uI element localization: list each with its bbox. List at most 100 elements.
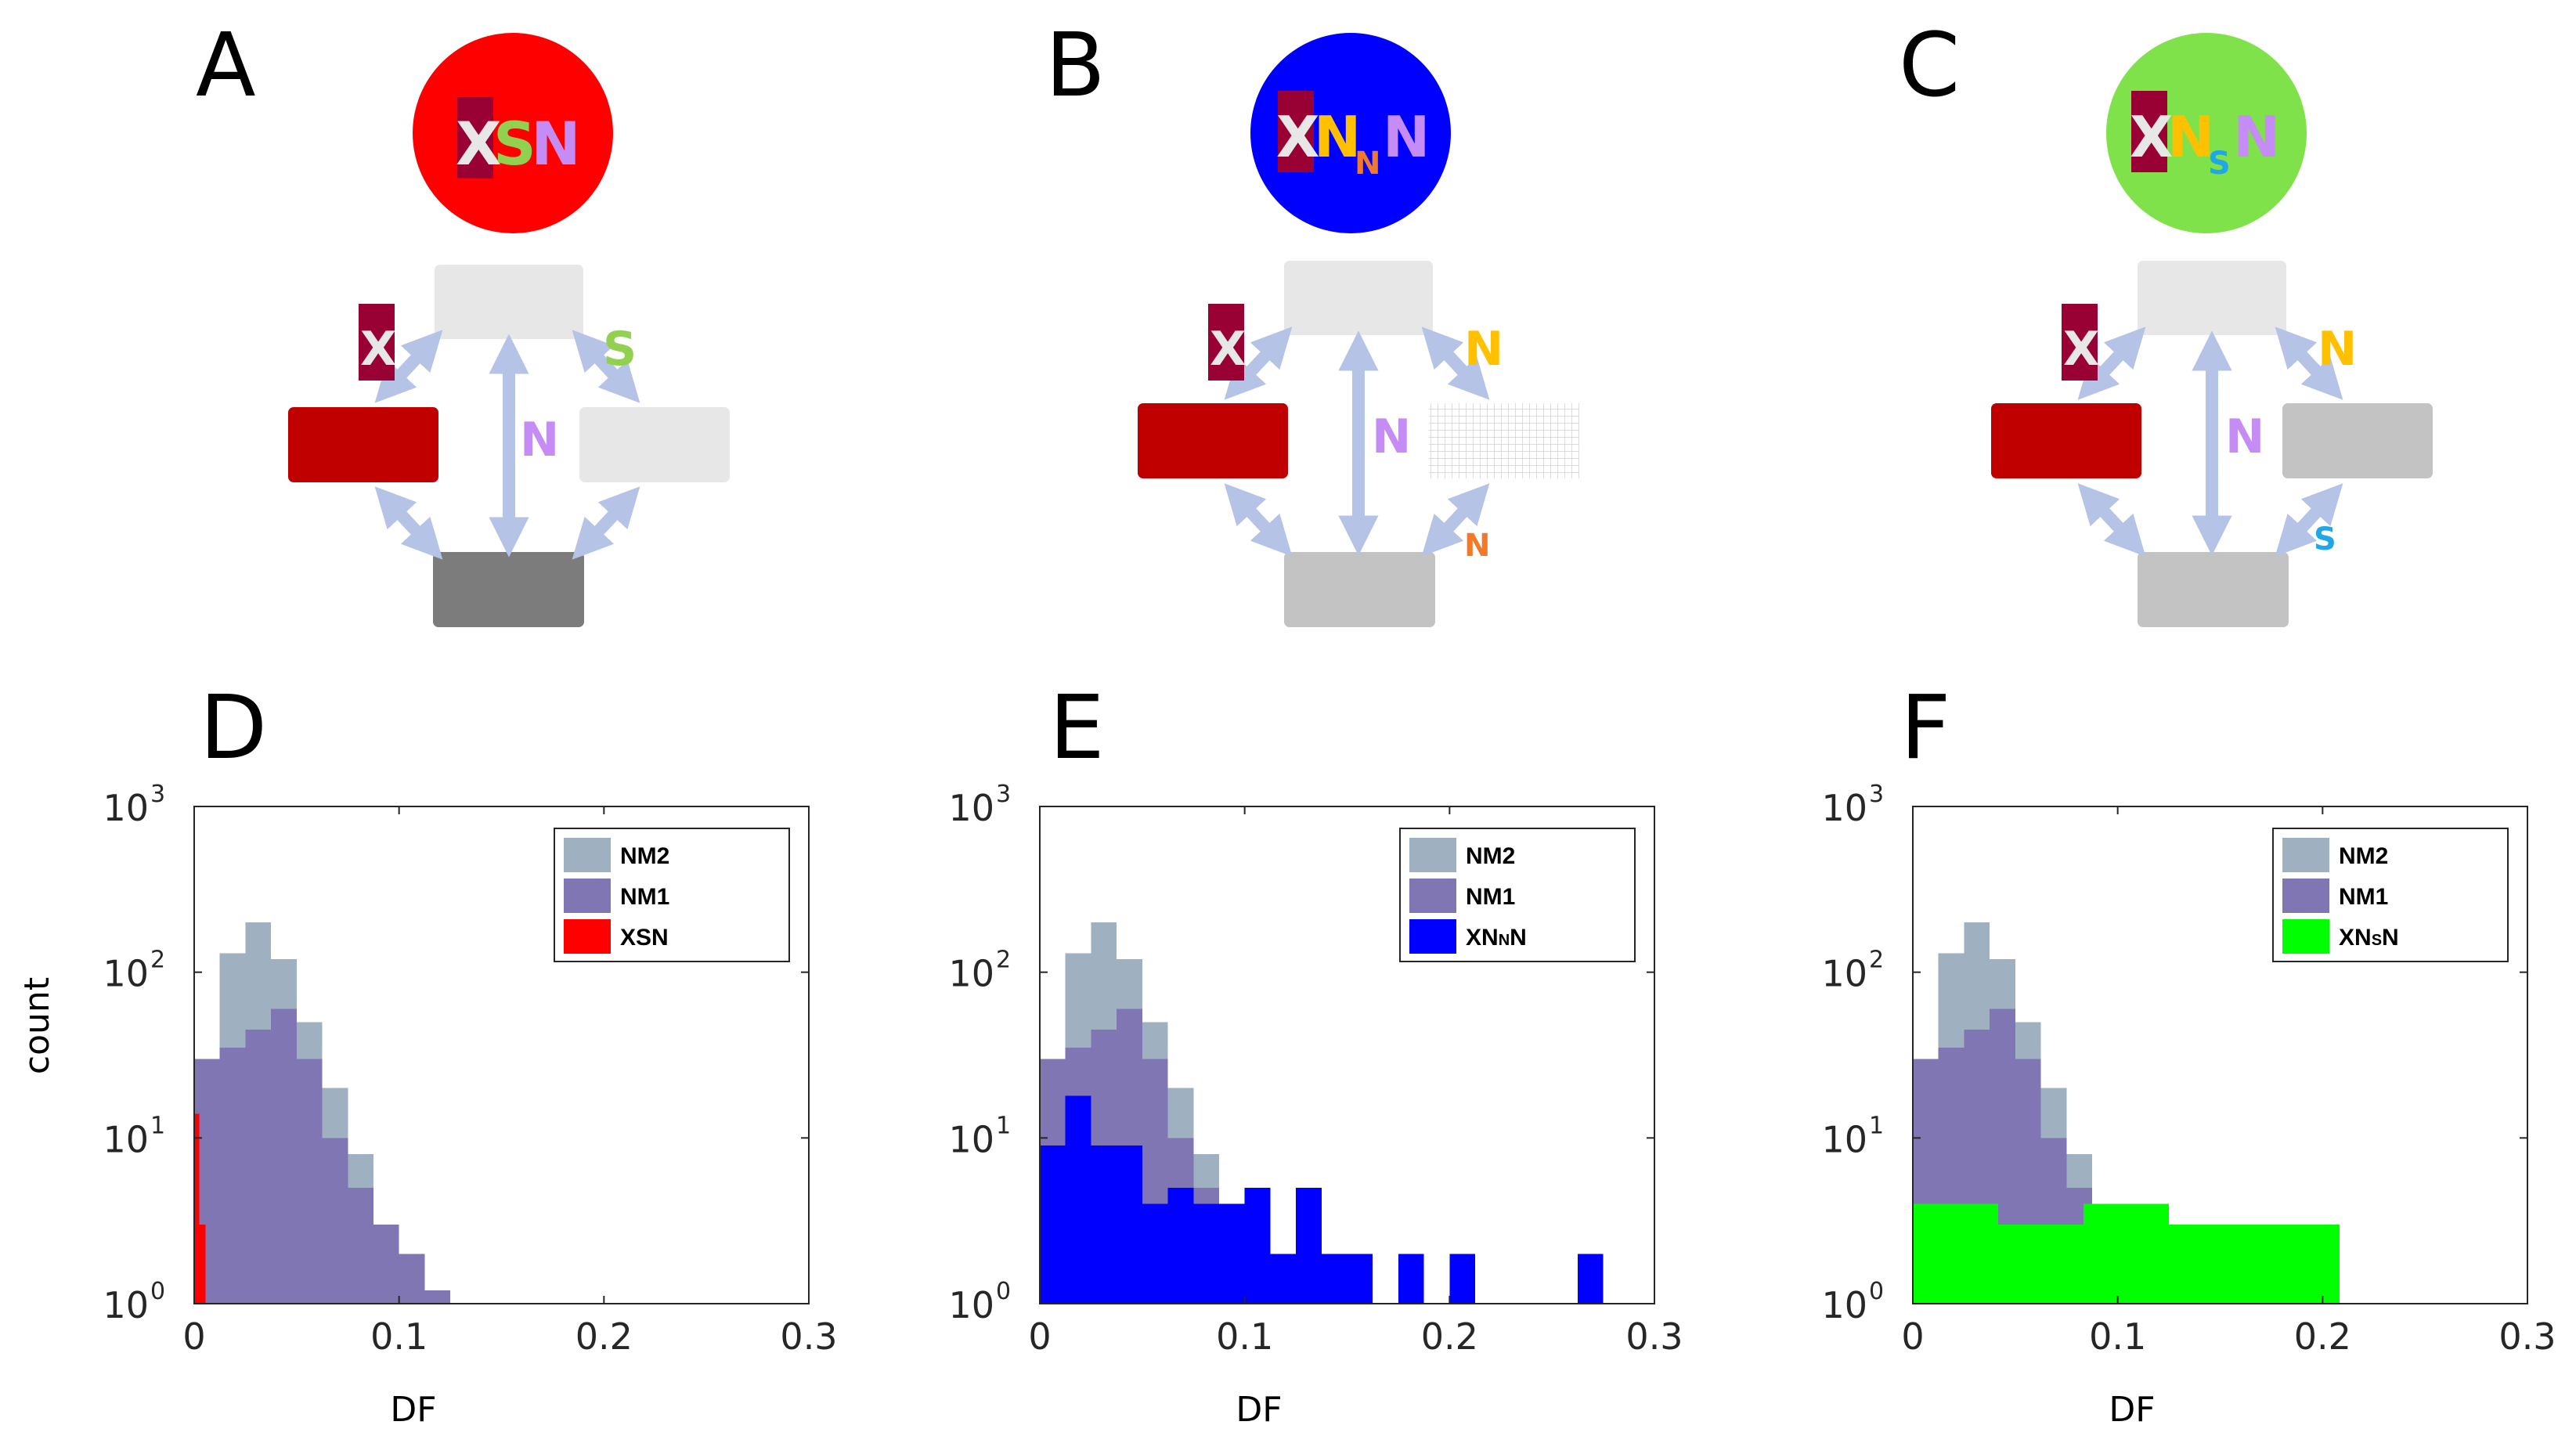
x-label-box: [2062, 304, 2098, 381]
arrow-top-left: [2077, 327, 2146, 400]
circle-letter-n1: N: [1314, 104, 1361, 170]
node-bottom: [2138, 552, 2289, 627]
transition-label-x: X: [2063, 322, 2099, 377]
legend-swatch-nm1: [1409, 879, 1456, 913]
transition-label-x: X: [360, 322, 396, 377]
y-tick-label-exp: 2: [1869, 947, 1884, 974]
legend-swatch-xnsn: [2282, 919, 2329, 954]
arrow-right-bottom: [2275, 483, 2343, 557]
bar: [2169, 1225, 2340, 1304]
panel-a: A X S N X S N: [196, 15, 730, 627]
panel-letter-d: D: [200, 677, 267, 779]
x-axis-title: DF: [1236, 1390, 1282, 1430]
bar: [348, 1188, 373, 1304]
y-tick-label-exp: 1: [1869, 1112, 1884, 1139]
node-left: [1138, 403, 1288, 478]
y-tick-label-exp: 3: [1869, 781, 1884, 808]
y-tick-label-base: 10: [1821, 1118, 1867, 1160]
legend-swatch-xsn: [564, 919, 611, 954]
state-circle-xnnn: [1250, 33, 1451, 233]
legend-label-nm1: NM1: [1466, 884, 1515, 910]
x-label-box: [359, 304, 395, 381]
legend-label-xsn: XSN: [620, 925, 669, 951]
x-label-box: [1208, 304, 1244, 381]
node-right: [2282, 403, 2433, 478]
arrow-top-right: [572, 330, 640, 403]
bar: [1040, 1146, 1066, 1304]
bar: [296, 1059, 323, 1304]
legend-swatch-nm1: [2282, 879, 2329, 913]
legend-label-xnnn: XNNN: [1466, 925, 1527, 951]
x-tick-label: 0.3: [1625, 1315, 1683, 1358]
bar: [1218, 1203, 1245, 1304]
x-tick-label: 0: [182, 1315, 205, 1358]
bar: [245, 1030, 272, 1304]
bar: [1091, 1146, 1117, 1304]
legend: NM2 NM1 XNNN: [1399, 828, 1636, 962]
y-tick-label-base: 10: [1821, 953, 1867, 995]
arrow-left-bottom: [2077, 483, 2146, 557]
bar: [399, 1254, 425, 1304]
node-bottom: [1284, 552, 1435, 627]
legend-label-nm1: NM1: [620, 884, 669, 910]
x-tick-label: 0.2: [2294, 1315, 2351, 1358]
y-tick-label-base: 10: [948, 1118, 994, 1160]
bar: [1398, 1254, 1424, 1304]
node-right-grid: [1429, 403, 1579, 478]
series-xnsn: [1913, 1203, 2340, 1304]
bar: [1296, 1188, 1322, 1304]
legend-swatch-nm2: [1409, 838, 1456, 872]
transition-label-x: X: [1210, 322, 1246, 377]
circle-letter-x: X: [1276, 104, 1320, 170]
panel-letter-a: A: [196, 15, 256, 117]
x-tick-label: 0.1: [1216, 1315, 1273, 1358]
y-tick-label-base: 10: [103, 1284, 149, 1326]
bar: [1347, 1254, 1373, 1304]
transition-label-n-center: N: [2225, 410, 2264, 464]
transition-label-n-center: N: [1372, 410, 1411, 464]
circle-letter-x: X: [456, 109, 502, 179]
legend-swatch-nm2: [2282, 838, 2329, 872]
y-tick-label-exp: 3: [996, 781, 1011, 808]
x-tick-label: 0: [1901, 1315, 1924, 1358]
y-tick-label-exp: 0: [150, 1278, 165, 1305]
panel-letter-b: B: [1045, 15, 1106, 117]
circle-x-highlight: [1278, 91, 1314, 172]
legend-label-nm2: NM2: [2339, 843, 2388, 869]
legend-label-xnsn: XNSN: [2339, 925, 2399, 951]
bar: [1270, 1254, 1297, 1304]
bar: [219, 1048, 246, 1304]
bar: [322, 1138, 348, 1304]
panel-c: C X N S N X N N S: [1899, 15, 2433, 627]
transition-arrows: [374, 330, 640, 560]
arrow-left-bottom: [1224, 483, 1293, 557]
panel-letter-c: C: [1899, 15, 1960, 117]
transition-arrows: [1224, 327, 1490, 557]
legend: NM2 NM1 XSN: [554, 828, 790, 962]
bar: [373, 1225, 399, 1304]
circle-letter-n1: N: [2167, 104, 2214, 170]
y-tick-label-exp: 1: [150, 1112, 165, 1139]
legend-label-nm2: NM2: [620, 843, 669, 869]
y-tick-label-exp: 1: [996, 1112, 1011, 1139]
arrow-top-right: [1421, 327, 1490, 400]
circle-sub-s: S: [2208, 146, 2231, 182]
circle-letter-n2: N: [2233, 104, 2280, 170]
x-axis-title: DF: [390, 1390, 436, 1430]
y-tick-label-base: 10: [948, 787, 994, 829]
bar: [2083, 1203, 2170, 1304]
circle-sub-n: N: [1355, 146, 1380, 182]
y-tick-label-exp: 0: [1869, 1278, 1884, 1305]
panel-letter-e: E: [1049, 677, 1105, 779]
y-tick-label-base: 10: [1821, 1284, 1867, 1326]
state-circle-xsn: [413, 33, 613, 233]
x-tick-label: 0.1: [370, 1315, 428, 1358]
legend: NM2 NM1 XNSN: [2272, 828, 2509, 962]
transition-arrows: [2077, 327, 2343, 557]
bar: [1577, 1254, 1604, 1304]
bar: [1142, 1203, 1168, 1304]
y-tick-label-exp: 2: [996, 947, 1011, 974]
